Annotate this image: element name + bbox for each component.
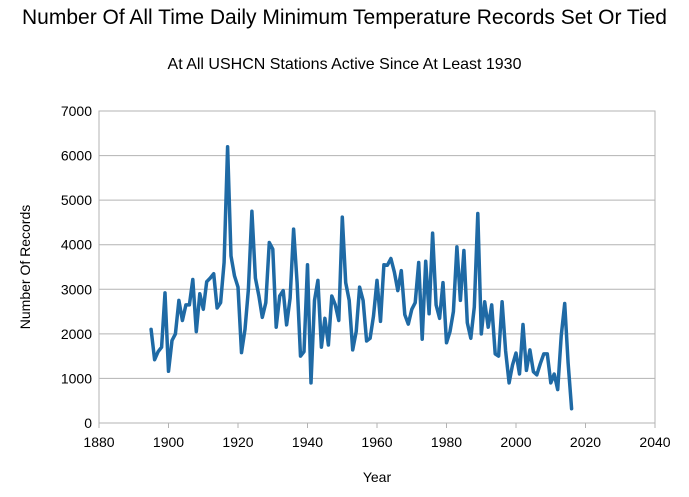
y-tick-label: 2000 (61, 326, 92, 342)
y-axis-ticks: 0 1000 2000 3000 4000 5000 6000 7000 (61, 103, 92, 431)
chart-title: Number Of All Time Daily Minimum Tempera… (22, 6, 667, 29)
x-tick-label: 2040 (639, 434, 670, 450)
x-tick-label: 1940 (292, 434, 323, 450)
series-group (149, 144, 574, 411)
y-tick-label: 1000 (61, 370, 92, 386)
y-tick-label: 7000 (61, 103, 92, 119)
x-axis-label: Year (363, 469, 392, 485)
plot-area-frame (98, 110, 656, 424)
gridlines (98, 110, 656, 428)
y-tick-label: 0 (84, 415, 92, 431)
x-tick-label: 1880 (83, 434, 114, 450)
y-tick-label: 4000 (61, 237, 92, 253)
x-axis-ticks: 1880 1900 1920 1940 1960 1980 2000 2020 2040 (83, 434, 670, 450)
y-axis-label: Number Of Records (17, 205, 33, 329)
y-tick-label: 3000 (61, 281, 92, 297)
x-tick-label: 2020 (570, 434, 601, 450)
y-tick-label: 6000 (61, 148, 92, 164)
series-line (149, 144, 574, 411)
x-tick-label: 2000 (500, 434, 531, 450)
x-tick-label: 1900 (153, 434, 184, 450)
x-tick-label: 1960 (361, 434, 392, 450)
x-tick-label: 1920 (222, 434, 253, 450)
x-tick-label: 1980 (431, 434, 462, 450)
y-tick-label: 5000 (61, 192, 92, 208)
chart-subtitle: At All USHCN Stations Active Since At Le… (167, 56, 522, 73)
